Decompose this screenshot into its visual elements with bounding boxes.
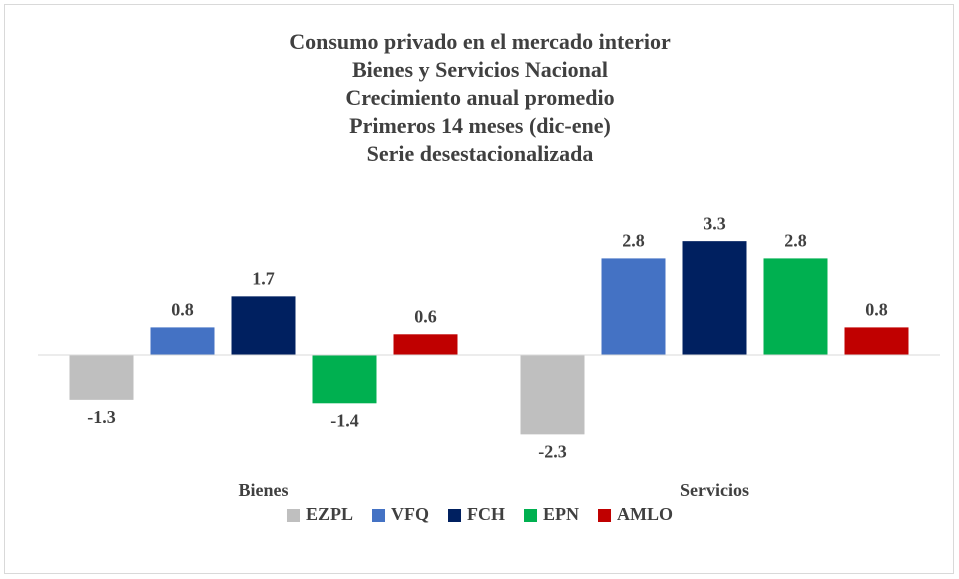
data-label: -1.4 <box>330 410 359 430</box>
bar <box>763 258 828 355</box>
data-label: 3.3 <box>703 213 726 233</box>
data-label: 1.7 <box>252 268 275 288</box>
chart-title: Serie desestacionalizada <box>367 141 594 166</box>
legend-swatch <box>598 509 612 522</box>
x-tick-label: Servicios <box>680 480 749 500</box>
data-label: -1.3 <box>87 407 116 427</box>
data-label: 2.8 <box>784 231 807 251</box>
bar <box>601 258 666 355</box>
bar <box>682 241 747 355</box>
data-label: 0.8 <box>171 300 194 320</box>
bar <box>231 296 296 355</box>
legend-label: FCH <box>467 504 505 524</box>
data-label: 0.8 <box>865 300 888 320</box>
legend-label: EPN <box>543 504 579 524</box>
bar <box>312 355 377 404</box>
chart-title: Crecimiento anual promedio <box>345 85 614 110</box>
legend-label: EZPL <box>306 504 353 524</box>
bar <box>69 355 134 400</box>
legend-swatch <box>524 509 538 522</box>
bar <box>520 355 585 435</box>
legend-label: AMLO <box>617 504 673 524</box>
bar <box>844 327 909 355</box>
chart-title: Bienes y Servicios Nacional <box>352 57 608 82</box>
data-label: -2.3 <box>538 441 567 461</box>
chart-title: Consumo privado en el mercado interior <box>289 29 671 54</box>
bar <box>393 334 458 355</box>
x-tick-label: Bienes <box>238 480 288 500</box>
chart-title: Primeros 14 meses (dic-ene) <box>349 113 611 138</box>
legend-swatch <box>448 509 462 522</box>
legend-label: VFQ <box>391 504 429 524</box>
data-label: 0.6 <box>414 306 437 326</box>
legend-swatch <box>286 509 300 522</box>
bar <box>150 327 215 355</box>
data-label: 2.8 <box>622 231 645 251</box>
legend-swatch <box>372 509 386 522</box>
